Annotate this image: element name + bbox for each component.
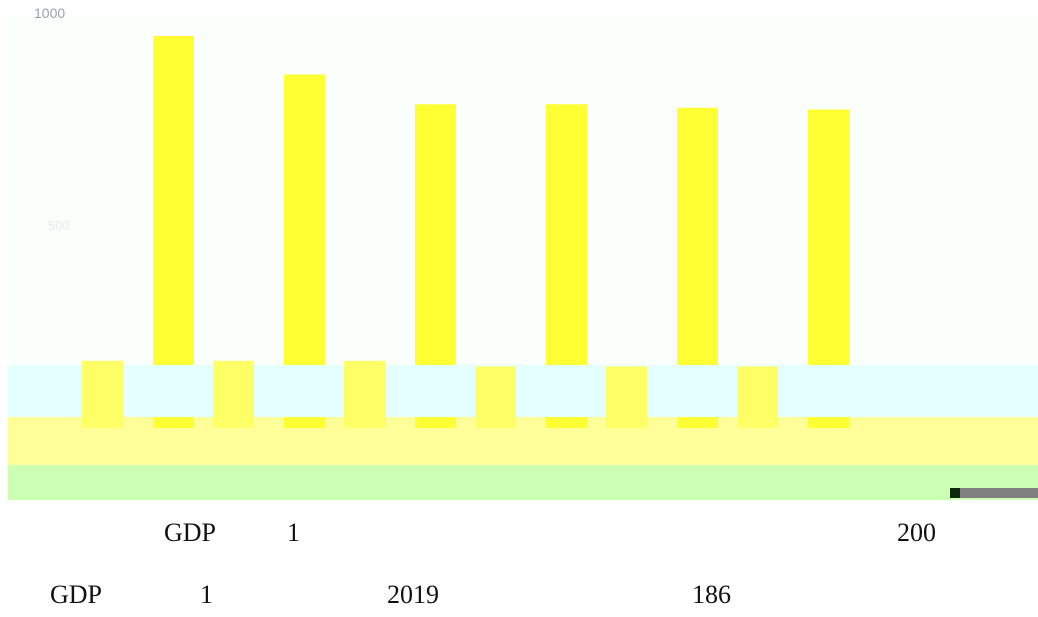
bar-secondary-5 bbox=[606, 366, 647, 428]
bar-secondary-6 bbox=[737, 366, 778, 428]
bar-secondary-1 bbox=[82, 360, 123, 428]
bar-main-5 bbox=[677, 107, 718, 365]
bar-main-4 bbox=[546, 104, 587, 365]
caption-line2-year-2019: 2019 bbox=[387, 580, 439, 609]
bar-secondary-4 bbox=[475, 366, 516, 428]
chart-canvas: 1000 500 bbox=[8, 5, 1038, 500]
bar-main-1 bbox=[153, 36, 194, 365]
band-cyan bbox=[8, 365, 1038, 417]
bar-main-3 bbox=[415, 104, 456, 365]
band-green bbox=[8, 465, 1038, 500]
caption-line2-gdp: GDP bbox=[50, 580, 103, 609]
corner-mark-dark bbox=[950, 488, 960, 498]
caption-line2-number-186: 186 bbox=[692, 580, 731, 609]
caption-line1-number-200: 200 bbox=[897, 518, 936, 547]
bar-secondary-3 bbox=[344, 360, 385, 428]
y-tick-label-1000: 1000 bbox=[34, 5, 65, 21]
bar-main-6 bbox=[808, 109, 849, 365]
bar-chart: 1000 500 bbox=[8, 5, 1038, 500]
bar-secondary-cap-4 bbox=[546, 417, 587, 428]
bar-secondary-2 bbox=[213, 360, 254, 428]
bar-secondary-cap-2 bbox=[284, 417, 325, 428]
bar-secondary-cap-5 bbox=[677, 417, 718, 428]
bar-secondary-cap-1 bbox=[153, 417, 194, 428]
corner-mark-gray bbox=[960, 488, 1038, 498]
bar-secondary-cap-6 bbox=[808, 417, 849, 428]
bar-main-2 bbox=[284, 74, 325, 365]
caption-line1-number-1: 1 bbox=[287, 518, 300, 547]
caption-line1-gdp: GDP bbox=[164, 518, 217, 547]
caption-line2-number-1: 1 bbox=[200, 580, 213, 609]
bar-secondary-cap-3 bbox=[415, 417, 456, 428]
y-tick-label-500: 500 bbox=[48, 218, 70, 233]
